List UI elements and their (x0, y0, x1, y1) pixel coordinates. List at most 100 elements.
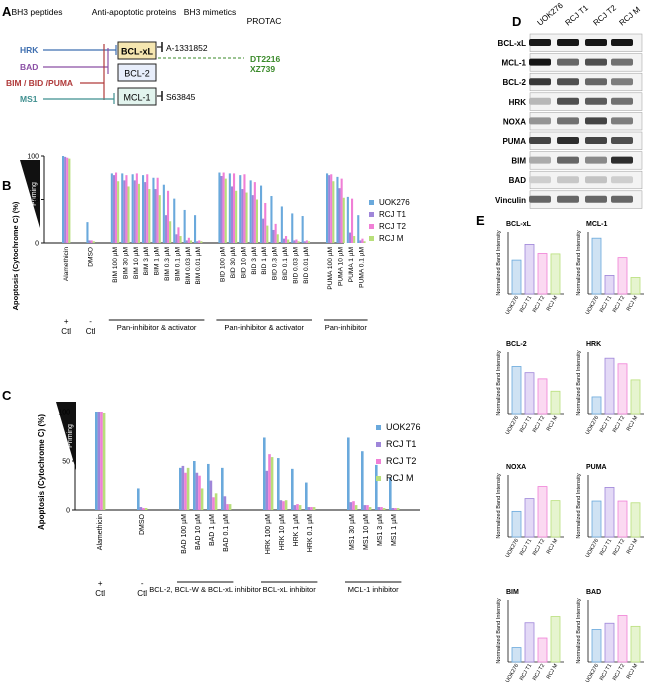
group-label: BCL-2, BCL-W & BCL-xL inhibitor (149, 585, 261, 594)
bar (86, 222, 89, 243)
bar (524, 372, 535, 415)
chart-title: BCL-xL (506, 221, 532, 228)
x-tick-label: BID 1 µM (261, 247, 268, 275)
bar (135, 173, 138, 243)
bar (361, 238, 364, 243)
x-tick-label: UOK276 (505, 538, 521, 559)
bar (164, 215, 167, 243)
x-tick-label: BIM 0.03 µM (185, 247, 192, 285)
bar (280, 206, 283, 243)
x-tick-label: HRK 100 µM (265, 514, 272, 554)
bar (249, 180, 252, 243)
bar (95, 412, 98, 510)
y-axis-label: Normalized Band Intensity (576, 473, 582, 538)
bar (282, 238, 285, 243)
legend-label: RCJ M (379, 234, 404, 243)
x-tick-label: RCJ T2 (612, 295, 626, 314)
bar (194, 215, 197, 243)
chart-title: BAD (586, 589, 601, 596)
bar (277, 458, 280, 510)
x-tick-label: MS1 30 µM (349, 514, 356, 550)
bar (200, 241, 203, 243)
bar (64, 156, 67, 243)
bar (394, 508, 397, 510)
bar (142, 175, 145, 243)
blot-band (611, 97, 633, 105)
panel-letter-a: A (2, 4, 12, 19)
blot-band (611, 176, 633, 184)
priming-label-b: Priming (31, 182, 38, 206)
bar (146, 174, 149, 243)
mcl1-label: MCL-1 (123, 93, 150, 103)
bar (187, 237, 190, 243)
blot-band (611, 117, 633, 125)
bar (301, 216, 304, 243)
y-axis-label: Normalized Band Intensity (496, 598, 502, 663)
panel-c-groups: +Ctl-Ctl BCL-2, BCL-W & BCL-xL inhibitor B… (95, 579, 402, 598)
panel-c-chart: Priming Apoptosis (Cytochrome C) (%) 0 50… (37, 402, 421, 598)
mcl1-box (117, 87, 157, 106)
blot-band (557, 58, 579, 66)
bar (293, 240, 296, 243)
panel-a-diagram: BH3 peptides Anti-apoptotic proteins BH3… (6, 7, 281, 106)
bar (102, 412, 106, 510)
bar (340, 178, 343, 243)
blot-band (529, 195, 551, 203)
blot-band (529, 39, 551, 46)
bar (241, 189, 244, 243)
lane-label: RCJ T1 (564, 3, 591, 28)
blot-band (529, 58, 551, 66)
legend-swatch (369, 224, 374, 229)
bar (389, 477, 392, 510)
blot-band (611, 39, 633, 46)
bar (112, 175, 115, 243)
panel-letter-e: E (476, 213, 485, 228)
blot-band (585, 58, 607, 66)
bar (351, 198, 354, 243)
legend-label: RCJ T1 (379, 210, 407, 219)
legend-swatch (376, 459, 381, 464)
panel-b-groups: +Ctl-Ctl Pan-inhibitor & activator Pan-inh… (61, 317, 368, 336)
protac-dt2216: DT2216 (250, 54, 281, 64)
blot-band (557, 117, 579, 125)
bar (195, 472, 199, 510)
bar (162, 184, 165, 243)
bar (200, 488, 204, 510)
bar (630, 379, 641, 415)
panel-c-legend: UOK276 RCJ T1 RCJ T2 RCJ M (376, 422, 421, 483)
chart-title: HRK (586, 341, 601, 348)
bar (295, 239, 298, 243)
bar (630, 625, 641, 663)
x-tick-label: RCJ M (626, 415, 640, 433)
bar (133, 180, 136, 243)
bar (524, 622, 535, 663)
protac-xz739: XZ739 (250, 64, 275, 74)
bar (346, 196, 349, 243)
bar (279, 500, 283, 510)
bar (181, 465, 185, 510)
mimetic-a1331852: A-1331852 (166, 43, 208, 53)
bar (125, 175, 128, 243)
bar (368, 507, 372, 510)
group-label: Ctl (137, 589, 147, 598)
chart-title: BIM (506, 589, 519, 596)
x-tick-label: DMSO (139, 513, 146, 535)
bar (303, 241, 306, 243)
bar (312, 507, 316, 510)
x-tick-label: BIM 0.1 µM (174, 247, 181, 281)
blot-band (557, 97, 579, 105)
x-tick-label: RCJ M (626, 295, 640, 313)
x-tick-label: BIM 30 µM (122, 247, 129, 279)
x-tick-label: PUMA 1 µM (348, 247, 355, 282)
bar (375, 464, 378, 510)
blot-label: NOXA (503, 117, 526, 126)
bar (524, 243, 535, 295)
blot-band (585, 97, 607, 105)
x-tick-label: RCJ M (546, 663, 560, 681)
x-tick-label: BAD 100 µM (181, 514, 188, 554)
bar (630, 502, 641, 538)
bar (226, 504, 229, 510)
